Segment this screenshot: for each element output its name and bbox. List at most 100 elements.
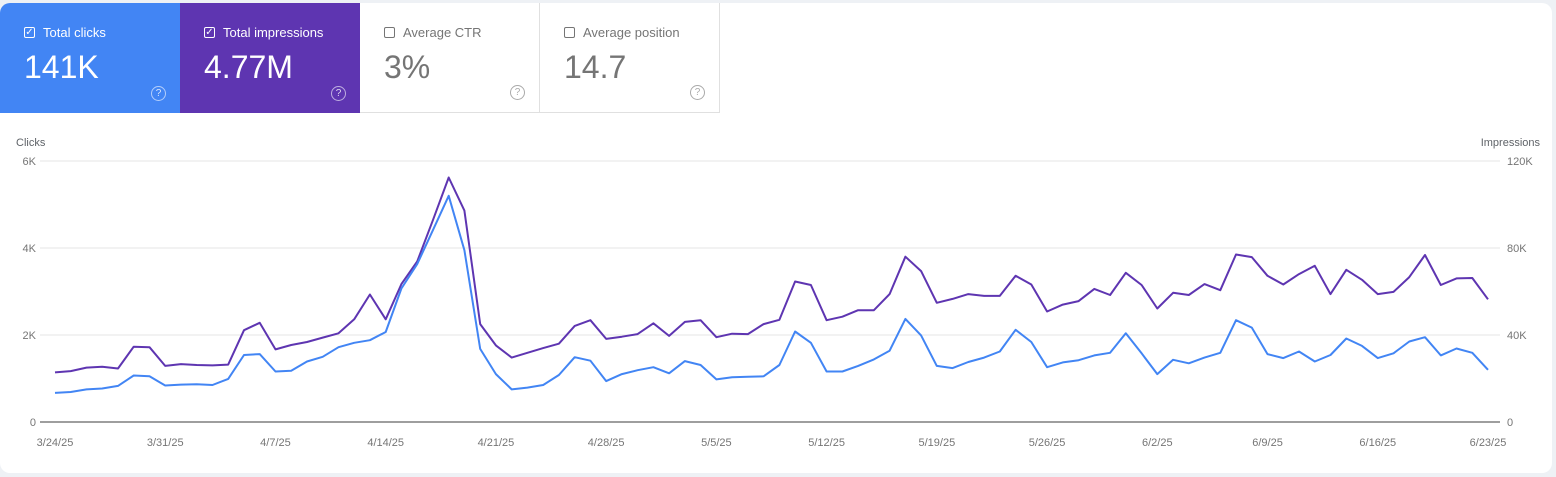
data-point-clicks (54, 392, 56, 394)
data-point-clicks (180, 384, 182, 386)
data-point-clicks (1267, 353, 1269, 355)
data-point-clicks (920, 334, 922, 336)
data-point-impressions (1093, 288, 1095, 290)
data-point-clicks (353, 342, 355, 344)
data-point-impressions (1267, 275, 1269, 277)
data-point-impressions (1015, 275, 1017, 277)
data-point-impressions (1424, 254, 1426, 256)
data-point-impressions (747, 333, 749, 335)
data-point-clicks (1251, 327, 1253, 329)
data-point-clicks (810, 342, 812, 344)
metric-tile-total-impressions[interactable]: ✓ Total impressions 4.77M ? (180, 3, 360, 113)
left-axis-title: Clicks (16, 137, 46, 149)
x-axis-tick-label: 3/31/25 (147, 437, 184, 449)
data-point-impressions (889, 293, 891, 295)
data-point-clicks (1487, 369, 1489, 371)
data-point-impressions (589, 319, 591, 321)
data-point-impressions (637, 333, 639, 335)
data-point-impressions (700, 319, 702, 321)
help-circle-icon[interactable]: ? (690, 85, 705, 100)
metric-tile-average-ctr[interactable]: Average CTR 3% ? (360, 3, 540, 113)
data-point-clicks (133, 374, 135, 376)
data-point-clicks (983, 357, 985, 359)
data-point-clicks (1282, 357, 1284, 359)
data-point-impressions (857, 309, 859, 311)
left-axis-tick-label: 0 (30, 417, 36, 429)
x-axis-tick-label: 4/28/25 (588, 437, 625, 449)
data-point-impressions (227, 364, 229, 366)
data-point-clicks (337, 346, 339, 348)
data-point-impressions (196, 364, 198, 366)
data-point-impressions (259, 322, 261, 324)
data-point-clicks (715, 378, 717, 380)
data-point-impressions (873, 309, 875, 311)
metric-tile-total-clicks[interactable]: ✓ Total clicks 141K ? (0, 3, 180, 113)
metric-value: 14.7 (564, 49, 627, 85)
data-point-clicks (621, 373, 623, 375)
help-circle-icon[interactable]: ? (510, 85, 525, 100)
data-point-impressions (495, 344, 497, 346)
data-point-clicks (85, 388, 87, 390)
metric-tile-average-position[interactable]: Average position 14.7 ? (540, 3, 720, 113)
data-point-clicks (1156, 373, 1158, 375)
data-point-clicks (196, 383, 198, 385)
left-axis-tick-label: 2K (23, 330, 37, 342)
data-point-impressions (826, 319, 828, 321)
metric-value: 3% (384, 49, 431, 85)
data-point-impressions (511, 357, 513, 359)
data-point-clicks (306, 361, 308, 363)
data-point-clicks (101, 388, 103, 390)
data-point-clicks (605, 380, 607, 382)
series-line-clicks (54, 194, 1489, 394)
data-point-clicks (589, 360, 591, 362)
data-point-impressions (920, 270, 922, 272)
data-point-impressions (1125, 272, 1127, 274)
data-point-clicks (542, 384, 544, 386)
data-point-impressions (605, 338, 607, 340)
data-point-impressions (1456, 277, 1458, 279)
data-point-impressions (1440, 284, 1442, 286)
data-point-clicks (558, 374, 560, 376)
left-axis-tick-label: 4K (23, 243, 37, 255)
help-circle-icon[interactable]: ? (331, 86, 346, 101)
data-point-clicks (1440, 354, 1442, 356)
data-point-impressions (274, 348, 276, 350)
data-point-impressions (904, 256, 906, 258)
checkbox-unchecked-icon[interactable] (564, 27, 575, 38)
right-axis-tick-label: 120K (1507, 156, 1533, 168)
data-point-impressions (148, 346, 150, 348)
data-point-clicks (1172, 359, 1174, 361)
series-line-impressions (54, 176, 1489, 374)
data-point-impressions (999, 295, 1001, 297)
left-axis-tick-label: 6K (23, 156, 37, 168)
x-axis-tick-label: 6/9/25 (1252, 437, 1283, 449)
data-point-clicks (274, 371, 276, 373)
data-point-clicks (1030, 341, 1032, 343)
data-point-impressions (211, 364, 213, 366)
checkbox-checked-icon[interactable]: ✓ (24, 27, 35, 38)
right-axis-tick-label: 0 (1507, 417, 1513, 429)
data-point-impressions (164, 365, 166, 367)
data-point-impressions (70, 370, 72, 372)
help-circle-icon[interactable]: ? (151, 86, 166, 101)
data-point-clicks (526, 387, 528, 389)
data-point-clicks (1109, 352, 1111, 354)
data-point-impressions (1078, 300, 1080, 302)
checkbox-checked-icon[interactable]: ✓ (204, 27, 215, 38)
data-point-clicks (1204, 357, 1206, 359)
data-point-clicks (1345, 337, 1347, 339)
data-point-clicks (889, 350, 891, 352)
data-point-impressions (1345, 269, 1347, 271)
data-point-impressions (1487, 298, 1489, 300)
metric-label: Average CTR (403, 25, 482, 40)
x-axis-tick-label: 5/5/25 (701, 437, 732, 449)
metric-label: Total clicks (43, 25, 106, 40)
data-point-clicks (322, 356, 324, 358)
data-point-impressions (1235, 254, 1237, 256)
data-point-clicks (400, 287, 402, 289)
data-point-impressions (967, 293, 969, 295)
data-point-clicks (290, 370, 292, 372)
data-point-clicks (904, 318, 906, 320)
checkbox-unchecked-icon[interactable] (384, 27, 395, 38)
